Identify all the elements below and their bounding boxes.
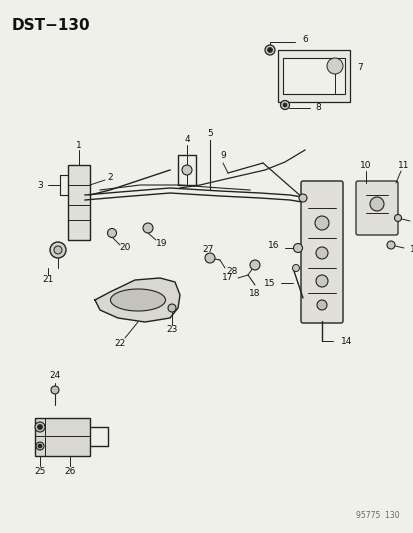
Text: 14: 14: [340, 336, 351, 345]
Text: 25: 25: [34, 466, 45, 475]
FancyBboxPatch shape: [300, 181, 342, 323]
Circle shape: [182, 165, 192, 175]
Text: 9: 9: [220, 151, 225, 160]
Polygon shape: [95, 278, 180, 322]
Bar: [35, 418, 90, 456]
Circle shape: [314, 216, 328, 230]
Text: 18: 18: [249, 288, 260, 297]
Circle shape: [282, 103, 286, 107]
Circle shape: [54, 246, 62, 254]
Text: DST−130: DST−130: [12, 18, 90, 33]
Circle shape: [315, 275, 327, 287]
Circle shape: [107, 229, 116, 238]
Circle shape: [280, 101, 289, 109]
Text: 4: 4: [184, 135, 189, 144]
Circle shape: [264, 45, 274, 55]
Circle shape: [51, 386, 59, 394]
Text: 26: 26: [64, 466, 76, 475]
Text: 28: 28: [226, 268, 237, 277]
Circle shape: [249, 260, 259, 270]
Circle shape: [293, 244, 302, 253]
Circle shape: [38, 424, 43, 430]
Text: 3: 3: [37, 181, 43, 190]
Text: 11: 11: [397, 161, 409, 171]
Text: 20: 20: [119, 244, 131, 253]
Circle shape: [386, 241, 394, 249]
Circle shape: [142, 223, 153, 233]
Text: 21: 21: [42, 276, 54, 285]
Text: 15: 15: [263, 279, 274, 287]
Text: 95775  130: 95775 130: [356, 511, 399, 520]
Circle shape: [316, 300, 326, 310]
Circle shape: [38, 444, 42, 448]
Text: 1: 1: [76, 141, 82, 149]
Text: 5: 5: [206, 128, 212, 138]
Text: 7: 7: [356, 63, 362, 72]
Text: 12: 12: [409, 246, 413, 254]
Circle shape: [36, 442, 44, 450]
Text: 16: 16: [267, 241, 278, 251]
Text: 27: 27: [202, 246, 213, 254]
Text: 19: 19: [156, 238, 167, 247]
FancyBboxPatch shape: [355, 181, 397, 235]
Circle shape: [326, 58, 342, 74]
Text: 6: 6: [301, 36, 307, 44]
Circle shape: [292, 264, 299, 271]
Circle shape: [50, 242, 66, 258]
Circle shape: [204, 253, 214, 263]
Bar: [68, 165, 90, 240]
Text: 22: 22: [114, 338, 125, 348]
Circle shape: [267, 47, 272, 52]
Bar: [277, 50, 349, 102]
Circle shape: [168, 304, 176, 312]
Text: 17: 17: [221, 273, 233, 282]
Circle shape: [298, 194, 306, 202]
Circle shape: [315, 247, 327, 259]
Circle shape: [35, 422, 45, 432]
Ellipse shape: [110, 289, 165, 311]
Bar: [282, 58, 344, 94]
Text: 2: 2: [107, 174, 112, 182]
Circle shape: [369, 197, 383, 211]
Text: 23: 23: [166, 326, 177, 335]
Circle shape: [394, 214, 401, 222]
Text: 24: 24: [49, 372, 60, 381]
Text: 8: 8: [314, 103, 320, 112]
Text: 10: 10: [359, 161, 371, 171]
